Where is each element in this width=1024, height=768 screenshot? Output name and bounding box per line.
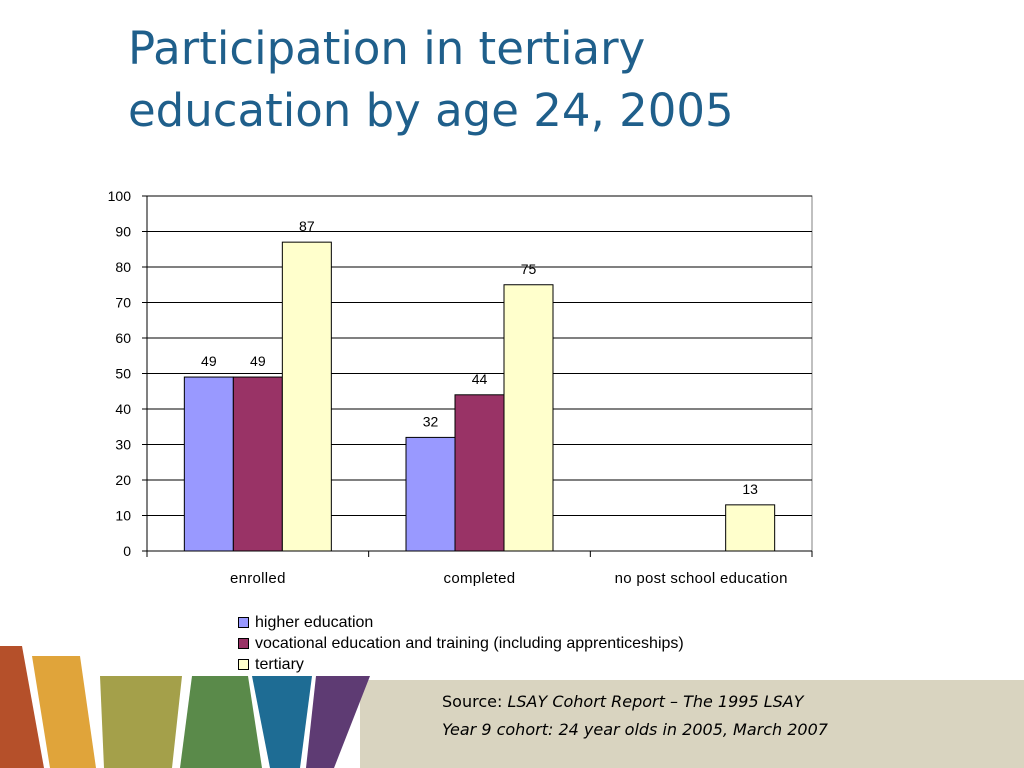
bar	[281, 241, 332, 552]
stripe-4	[180, 676, 262, 768]
legend-item-tertiary: tertiary	[238, 654, 684, 675]
bar	[725, 504, 776, 552]
data-label: 49	[201, 353, 217, 369]
legend-swatch-higher-education	[238, 617, 249, 628]
stripe-6	[306, 676, 370, 768]
y-tick-label: 70	[115, 295, 131, 311]
bar	[454, 394, 505, 552]
bar-chart: 0 10 20 30 40 50 60 70 80 90 100 49 49 87 enrolled 32 44…	[108, 188, 813, 587]
y-tick-label: 60	[115, 330, 131, 346]
legend-swatch-vocational	[238, 638, 249, 649]
bar	[405, 436, 456, 552]
x-category-label: enrolled	[230, 570, 286, 587]
y-tick-label: 0	[123, 543, 131, 559]
decorative-stripes	[0, 646, 370, 768]
x-category-label: no post school education	[615, 570, 788, 587]
legend-item-higher-education: higher education	[238, 612, 684, 633]
stripe-5	[252, 676, 312, 768]
stripe-1	[0, 646, 44, 768]
legend-label-vocational: vocational education and training (inclu…	[255, 634, 684, 652]
bar	[183, 376, 234, 552]
x-category-label: completed	[444, 570, 516, 587]
data-label: 49	[250, 353, 266, 369]
legend-label-higher-education: higher education	[255, 613, 374, 631]
legend-swatch-tertiary	[238, 659, 249, 670]
bar	[503, 284, 554, 552]
chart-legend: higher education vocational education an…	[238, 612, 684, 675]
source-line-2: Year 9 cohort: 24 year olds in 2005, Mar…	[442, 720, 828, 739]
y-tick-label: 50	[115, 366, 131, 382]
data-label: 75	[521, 261, 537, 277]
source-prefix: Source:	[442, 692, 508, 711]
stripe-2	[32, 656, 96, 768]
y-tick-label: 20	[115, 472, 131, 488]
y-tick-label: 10	[115, 508, 131, 524]
data-label: 44	[472, 371, 488, 387]
stripe-3	[100, 676, 182, 768]
y-tick-label: 80	[115, 259, 131, 275]
bar	[232, 376, 283, 552]
y-tick-label: 40	[115, 401, 131, 417]
data-label: 32	[423, 413, 439, 429]
source-note: Source: LSAY Cohort Report – The 1995 LS…	[442, 688, 828, 744]
legend-item-vocational: vocational education and training (inclu…	[238, 633, 684, 654]
y-tick-label: 90	[115, 224, 131, 240]
source-line-1: Source: LSAY Cohort Report – The 1995 LS…	[442, 688, 828, 716]
source-report-title: LSAY Cohort Report – The 1995 LSAY	[507, 692, 804, 711]
y-tick-label: 30	[115, 437, 131, 453]
footer-band	[360, 680, 1024, 768]
y-tick-label: 100	[108, 188, 132, 204]
legend-label-tertiary: tertiary	[255, 655, 304, 673]
title-line-1: Participation in tertiary	[128, 22, 646, 75]
data-label: 87	[299, 218, 315, 234]
data-label: 13	[742, 481, 758, 497]
title-line-2: education by age 24, 2005	[128, 84, 734, 137]
page-title: Participation in tertiary education by a…	[128, 18, 988, 142]
